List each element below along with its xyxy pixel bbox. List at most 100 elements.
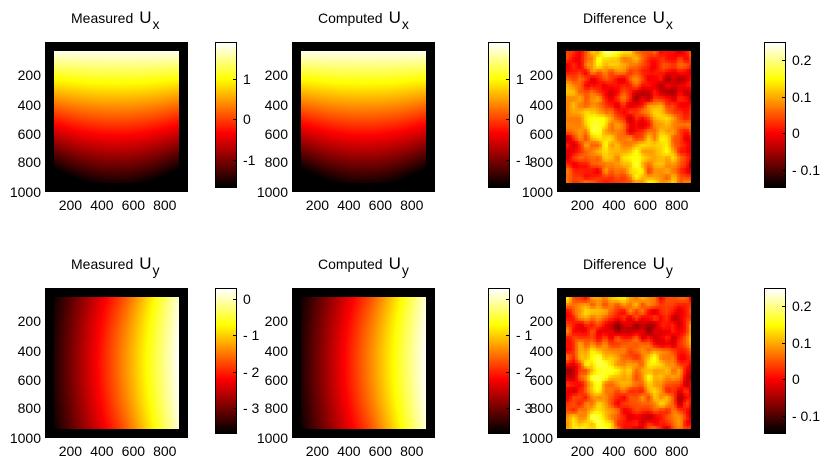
colorbar-tick-mark xyxy=(506,335,510,337)
colorbar-tick-mark xyxy=(233,408,237,410)
y-tick-label: 800 xyxy=(529,154,553,170)
y-tick-label: 1000 xyxy=(9,184,41,200)
panel-title: Measured Uy xyxy=(71,254,160,278)
y-tick-label: 200 xyxy=(264,313,288,329)
colorbar-tick-label: - 2 xyxy=(516,363,533,380)
y-tick-label: 600 xyxy=(529,125,553,142)
heatmap-cells xyxy=(54,51,179,183)
y-tick-label: 200 xyxy=(264,67,288,83)
x-tick-label: 200 xyxy=(58,197,83,213)
colorbar-tick-mark xyxy=(506,119,510,121)
x-tick-label: 800 xyxy=(400,443,424,459)
colorbar-tick-label: 0 xyxy=(792,125,800,142)
colorbar-tick-label: - 1 xyxy=(516,327,533,344)
panel-title: Difference Ux xyxy=(583,8,673,32)
colorbar-tick-label: 1 xyxy=(243,70,251,87)
colorbar-tick-label: 0.2 xyxy=(792,298,812,315)
panel-title-symbol: U xyxy=(652,254,665,273)
y-tick-label: 400 xyxy=(17,343,41,359)
y-tick-label: 1000 xyxy=(521,430,553,446)
y-tick-label: 800 xyxy=(17,154,41,170)
colorbar-tick-label: - 2 xyxy=(243,363,260,380)
heatmap-cells xyxy=(566,51,691,183)
x-tick-label: 400 xyxy=(602,197,626,213)
colorbar-tick-label: - 0.1 xyxy=(792,407,821,424)
colorbar-tick-label: 0 xyxy=(243,290,251,307)
colorbar-tick-mark xyxy=(506,159,510,161)
y-tick-label: 400 xyxy=(529,343,553,359)
panel-title-subscript: x xyxy=(152,16,160,32)
colorbar-tick-label: -1 xyxy=(243,151,256,168)
colorbar-tick-mark xyxy=(233,298,237,300)
colorbar-tick-mark xyxy=(233,78,237,80)
x-tick-label: 200 xyxy=(58,443,83,459)
colorbar xyxy=(488,42,510,188)
x-tick-label: 200 xyxy=(305,443,330,459)
x-tick-label: 200 xyxy=(305,197,330,213)
heatmap-cells xyxy=(301,297,426,429)
panel-title-subscript: y xyxy=(665,262,673,278)
colorbar-tick-label: - 3 xyxy=(243,400,260,417)
colorbar xyxy=(764,288,786,434)
colorbar-tick-mark xyxy=(506,78,510,80)
colorbar xyxy=(488,288,510,434)
colorbar-tick-label: - 1 xyxy=(243,327,260,344)
x-tick-label: 800 xyxy=(400,197,424,213)
colorbar xyxy=(215,288,237,434)
panel-title-symbol: U xyxy=(388,8,401,27)
colorbar-tick-mark xyxy=(233,371,237,373)
colorbar-tick-mark xyxy=(233,119,237,121)
y-tick-label: 600 xyxy=(17,125,41,142)
y-tick-label: 600 xyxy=(264,371,288,388)
x-tick-label: 400 xyxy=(337,443,361,459)
colorbar-tick-mark xyxy=(506,408,510,410)
panel-title: Measured Ux xyxy=(71,8,160,32)
panel-title-subscript: y xyxy=(401,262,409,278)
panel-title-text: Measured xyxy=(71,10,134,26)
y-tick-label: 200 xyxy=(17,313,41,329)
colorbar-tick-mark xyxy=(782,379,786,381)
panel-title: Difference Uy xyxy=(583,254,673,278)
panel-title-text: Difference xyxy=(583,256,647,272)
y-tick-label: 200 xyxy=(17,67,41,83)
heatmap-cells xyxy=(301,51,426,183)
y-tick-label: 800 xyxy=(17,400,41,416)
x-tick-label: 800 xyxy=(153,443,177,459)
x-tick-label: 600 xyxy=(633,443,658,459)
heatmap-frame xyxy=(557,288,700,438)
colorbar-tick-mark xyxy=(782,342,786,344)
heatmap-frame xyxy=(557,42,700,192)
x-tick-label: 200 xyxy=(570,197,595,213)
colorbar-tick-mark xyxy=(233,159,237,161)
colorbar-tick-label: 0 xyxy=(792,371,800,388)
colorbar-tick-mark xyxy=(782,415,786,417)
colorbar-tick-label: - 0.1 xyxy=(792,161,821,178)
x-tick-label: 600 xyxy=(633,197,658,213)
heatmap-cells xyxy=(54,297,179,429)
y-tick-label: 400 xyxy=(529,97,553,113)
y-tick-label: 800 xyxy=(264,154,288,170)
panel-title-text: Computed xyxy=(318,10,383,26)
y-tick-label: 400 xyxy=(264,97,288,113)
x-tick-label: 600 xyxy=(121,197,146,213)
y-tick-label: 600 xyxy=(17,371,41,388)
colorbar-tick-mark xyxy=(233,335,237,337)
x-tick-label: 600 xyxy=(368,197,393,213)
colorbar-tick-mark xyxy=(782,169,786,171)
colorbar-tick-mark xyxy=(782,306,786,308)
heatmap-frame xyxy=(45,42,188,192)
x-tick-label: 400 xyxy=(90,197,114,213)
y-tick-label: 1000 xyxy=(256,184,288,200)
colorbar-tick-mark xyxy=(782,96,786,98)
panel-title: Computed Uy xyxy=(318,254,409,278)
colorbar xyxy=(215,42,237,188)
y-tick-label: 400 xyxy=(17,97,41,113)
y-tick-label: 200 xyxy=(529,313,553,329)
y-tick-label: 600 xyxy=(264,125,288,142)
colorbar-tick-label: 0 xyxy=(516,111,524,128)
colorbar-tick-label: 1 xyxy=(516,70,524,87)
x-tick-label: 400 xyxy=(90,443,114,459)
x-tick-label: 400 xyxy=(337,197,361,213)
colorbar-tick-label: 0 xyxy=(243,111,251,128)
y-tick-label: 1000 xyxy=(256,430,288,446)
